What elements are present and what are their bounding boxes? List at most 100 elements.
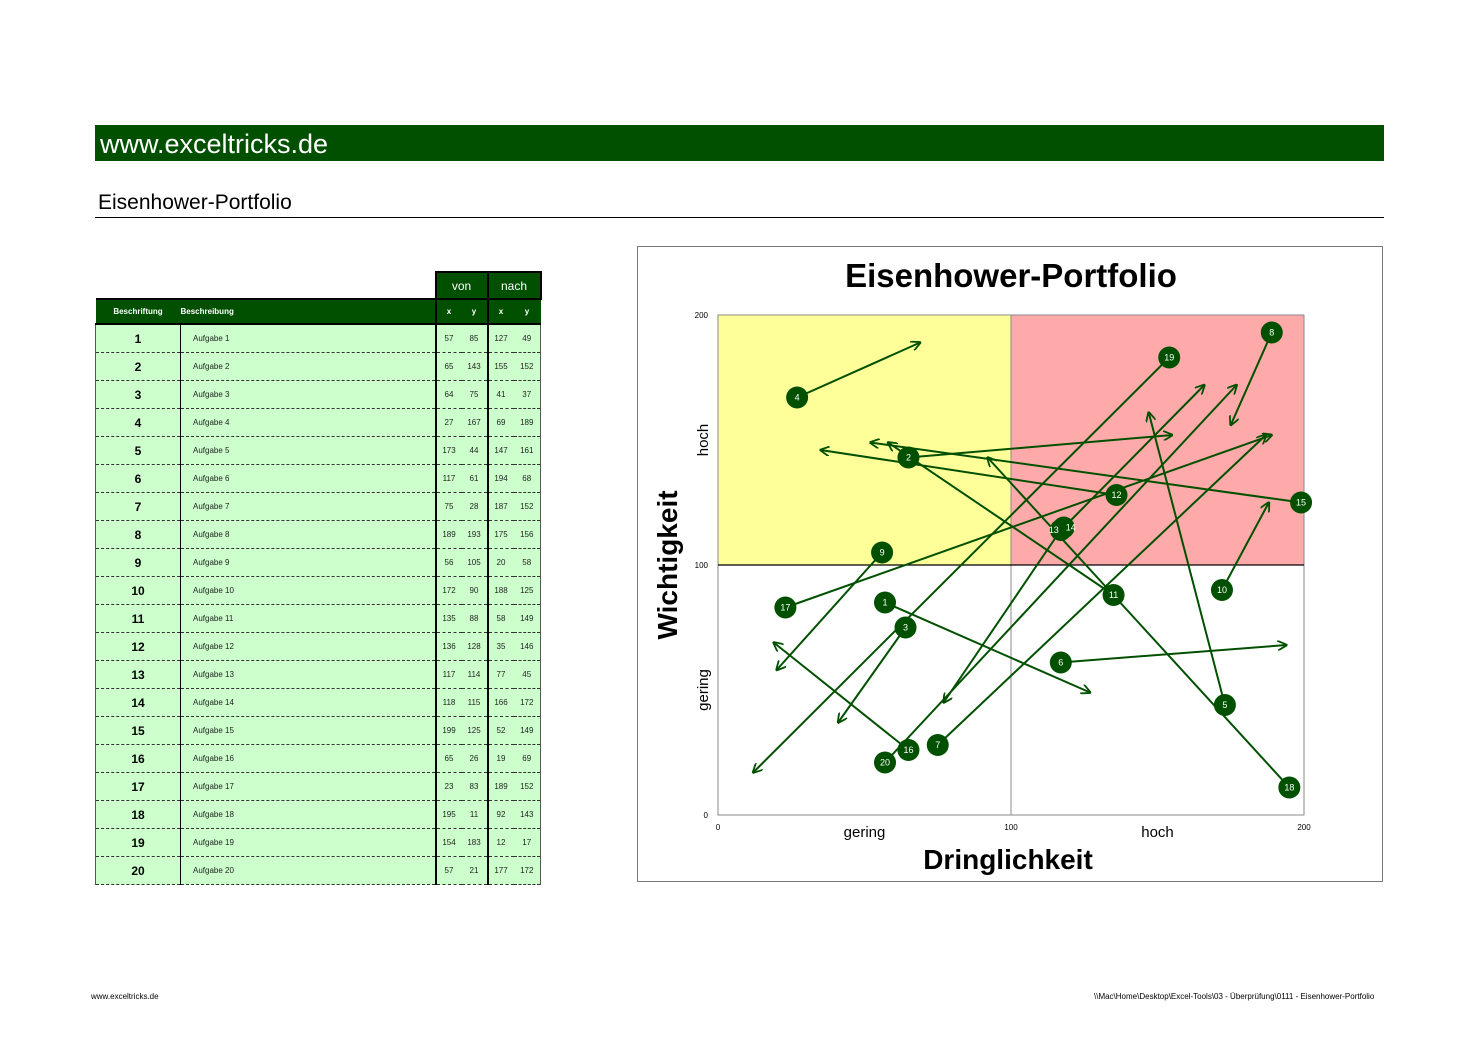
title-divider: [95, 217, 1384, 218]
nach-y: 125: [513, 576, 541, 605]
arrow-task-9: [777, 551, 883, 671]
row-description: Aufgabe 14: [180, 688, 436, 717]
nach-x: 77: [486, 660, 514, 689]
row-description: Aufgabe 2: [180, 352, 436, 381]
arrow-task-15: [870, 443, 1302, 504]
nach-y: 189: [513, 408, 541, 437]
point-task-10: [1210, 579, 1233, 601]
von-y: 75: [461, 380, 488, 409]
von-y: 26: [461, 744, 488, 773]
von-y: 115: [461, 688, 488, 717]
row-label: 17: [95, 772, 181, 801]
row-description: Aufgabe 12: [180, 632, 436, 661]
row-description: Aufgabe 17: [180, 772, 436, 801]
point-label: 12: [1111, 490, 1121, 500]
arrow-task-5: [1149, 413, 1226, 706]
row-label: 15: [95, 716, 181, 745]
nach-x: 175: [486, 520, 514, 549]
von-x: 65: [434, 352, 462, 381]
point-task-6: [1049, 651, 1072, 674]
von-y: 90: [461, 576, 488, 605]
point-task-11: [1102, 584, 1125, 606]
row-label: 4: [95, 408, 181, 437]
table-row: 5 Aufgabe 5 173 44 147 161: [95, 436, 541, 465]
row-label: 14: [95, 688, 181, 717]
point-task-12: [1105, 484, 1128, 506]
y-tick-label: 200: [695, 311, 709, 320]
row-label: 6: [95, 464, 181, 493]
nach-x: 127: [486, 324, 514, 353]
table-row: 8 Aufgabe 8 189 193 175 156: [95, 520, 541, 549]
von-x: 117: [434, 660, 462, 689]
point-label: 8: [1269, 328, 1274, 338]
von-x: 57: [434, 324, 462, 353]
nach-y: 161: [513, 436, 541, 465]
table-row: 4 Aufgabe 4 27 167 69 189: [95, 408, 541, 437]
von-x: 64: [434, 380, 462, 409]
nach-y: 143: [513, 800, 541, 829]
arrow-task-8: [1231, 332, 1273, 426]
von-y: 128: [461, 632, 488, 661]
nach-y: 149: [513, 604, 541, 633]
x-category-high: hoch: [1141, 824, 1174, 841]
point-label: 19: [1164, 353, 1174, 363]
point-label: 20: [880, 758, 890, 768]
nach-x: 166: [486, 688, 514, 717]
group-header-nach: nach: [486, 271, 542, 300]
nach-y: 45: [513, 660, 541, 689]
arrow-task-18: [988, 458, 1291, 789]
von-x: 118: [434, 688, 462, 717]
table-row: 12 Aufgabe 12 136 128 35 146: [95, 632, 541, 661]
row-description: Aufgabe 6: [180, 464, 436, 493]
x-tick-label: 100: [1004, 823, 1018, 832]
row-description: Aufgabe 8: [180, 520, 436, 549]
column-header-von-x: x: [434, 298, 462, 325]
nach-y: 152: [513, 772, 541, 801]
table-row: 17 Aufgabe 17 23 83 189 152: [95, 772, 541, 801]
row-label: 18: [95, 800, 181, 829]
nach-x: 52: [486, 716, 514, 745]
point-label: 2: [906, 453, 911, 463]
von-y: 83: [461, 772, 488, 801]
point-task-7: [926, 734, 949, 756]
table-row: 3 Aufgabe 3 64 75 41 37: [95, 380, 541, 409]
row-label: 12: [95, 632, 181, 661]
y-tick-label: 0: [704, 811, 709, 820]
table-row: 19 Aufgabe 19 154 183 12 17: [95, 828, 541, 857]
nach-y: 156: [513, 520, 541, 549]
nach-x: 147: [486, 436, 514, 465]
column-header-label: Beschriftung: [95, 298, 181, 325]
nach-y: 37: [513, 380, 541, 409]
arrow-task-20: [884, 385, 1237, 764]
row-label: 16: [95, 744, 181, 773]
von-x: 189: [434, 520, 462, 549]
table-row: 15 Aufgabe 15 199 125 52 149: [95, 716, 541, 745]
von-y: 88: [461, 604, 488, 633]
von-y: 21: [461, 856, 488, 885]
nach-x: 69: [486, 408, 514, 437]
von-x: 65: [434, 744, 462, 773]
table-row: 2 Aufgabe 2 65 143 155 152: [95, 352, 541, 381]
point-task-1: [874, 591, 897, 614]
group-header-von: von: [434, 271, 489, 300]
row-label: 13: [95, 660, 181, 689]
table-row: 1 Aufgabe 1 57 85 127 49: [95, 324, 541, 353]
von-x: 172: [434, 576, 462, 605]
nach-x: 155: [486, 352, 514, 381]
von-x: 27: [434, 408, 462, 437]
row-description: Aufgabe 16: [180, 744, 436, 773]
nach-y: 69: [513, 744, 541, 773]
y-axis-label: Wichtigkeit: [652, 490, 683, 639]
point-label: 1: [883, 598, 888, 608]
nach-x: 187: [486, 492, 514, 521]
chart-title: Eisenhower-Portfolio: [845, 257, 1177, 294]
row-description: Aufgabe 13: [180, 660, 436, 689]
von-y: 44: [461, 436, 488, 465]
von-x: 136: [434, 632, 462, 661]
y-category-low: gering: [695, 669, 712, 711]
arrow-task-17: [785, 435, 1271, 609]
nach-x: 35: [486, 632, 514, 661]
arrow-task-12: [821, 450, 1117, 496]
table-row: 18 Aufgabe 18 195 11 92 143: [95, 800, 541, 829]
